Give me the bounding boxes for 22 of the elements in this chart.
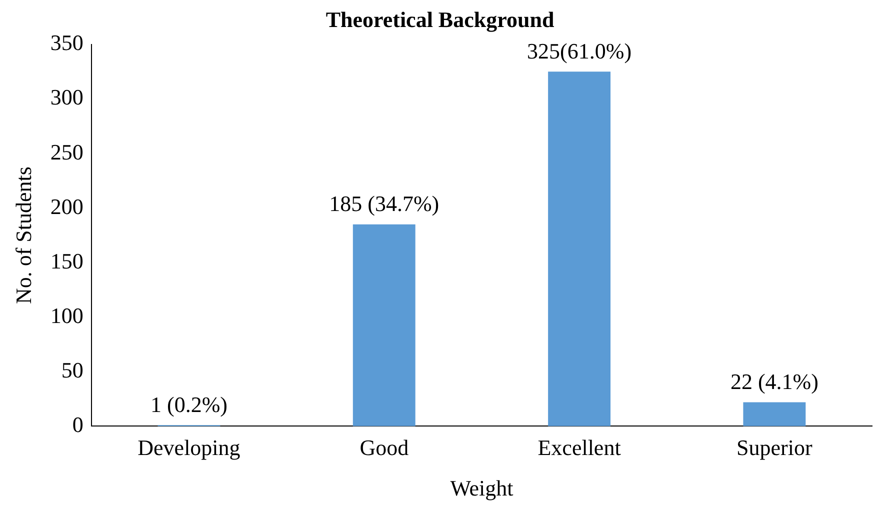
y-tick-label: 250 <box>50 139 84 164</box>
x-tick-label: Developing <box>138 435 240 460</box>
y-tick-label: 0 <box>72 412 84 437</box>
y-tick-label: 300 <box>50 84 84 110</box>
x-axis-title: Weight <box>450 476 514 501</box>
y-axis-title: No. of Students <box>10 166 36 304</box>
y-tick-label: 200 <box>50 194 84 219</box>
y-tick-label: 50 <box>61 357 84 382</box>
chart-title: Theoretical Background <box>326 6 554 32</box>
x-tick-label: Superior <box>736 435 813 460</box>
y-tick-label: 100 <box>50 302 84 328</box>
bar <box>743 402 806 426</box>
x-tick-label: Excellent <box>538 435 621 460</box>
x-tick-label: Good <box>360 435 409 460</box>
data-label: 1 (0.2%) <box>150 392 228 417</box>
bar <box>352 224 416 426</box>
bar <box>548 72 610 426</box>
y-tick-label: 350 <box>50 30 84 56</box>
y-tick-label: 150 <box>50 248 84 274</box>
data-label: 22 (4.1%) <box>730 368 818 394</box>
data-label: 325(61.0%) <box>527 38 632 64</box>
data-label: 185 (34.7%) <box>329 191 440 216</box>
